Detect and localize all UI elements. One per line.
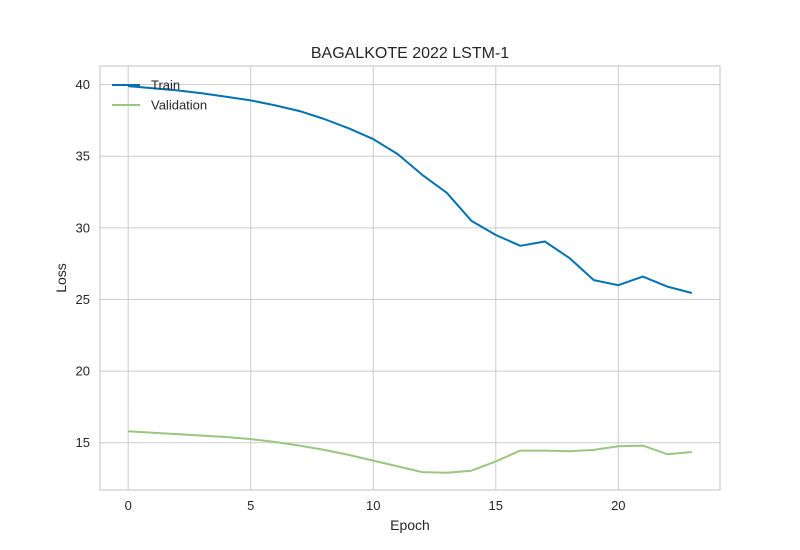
x-axis-label: Epoch bbox=[390, 517, 430, 533]
grid-lines bbox=[100, 66, 720, 490]
y-tick-label: 25 bbox=[76, 292, 90, 307]
y-tick-label: 30 bbox=[76, 220, 90, 235]
legend-label-train: Train bbox=[151, 78, 180, 93]
series-line-validation bbox=[128, 430, 692, 474]
x-tick-label: 5 bbox=[247, 498, 254, 513]
series-line-train bbox=[128, 85, 693, 294]
chart-title: BAGALKOTE 2022 LSTM-1 bbox=[311, 45, 509, 62]
x-tick-label: 15 bbox=[489, 498, 503, 513]
x-tick-label: 20 bbox=[611, 498, 625, 513]
y-tick-label: 35 bbox=[76, 149, 90, 164]
x-tick-label: 10 bbox=[366, 498, 380, 513]
legend-label-validation: Validation bbox=[151, 98, 207, 113]
x-tick-label: 0 bbox=[125, 498, 132, 513]
series-lines bbox=[128, 85, 693, 474]
y-tick-label: 40 bbox=[76, 77, 90, 92]
tick-labels: 0 5 10 15 20 15 20 25 30 35 40 bbox=[76, 77, 626, 513]
y-tick-label: 20 bbox=[76, 364, 90, 379]
y-axis-label: Loss bbox=[53, 263, 69, 293]
legend: Train Validation bbox=[112, 78, 207, 113]
y-tick-label: 15 bbox=[76, 435, 90, 450]
plot-frame bbox=[99, 65, 721, 491]
